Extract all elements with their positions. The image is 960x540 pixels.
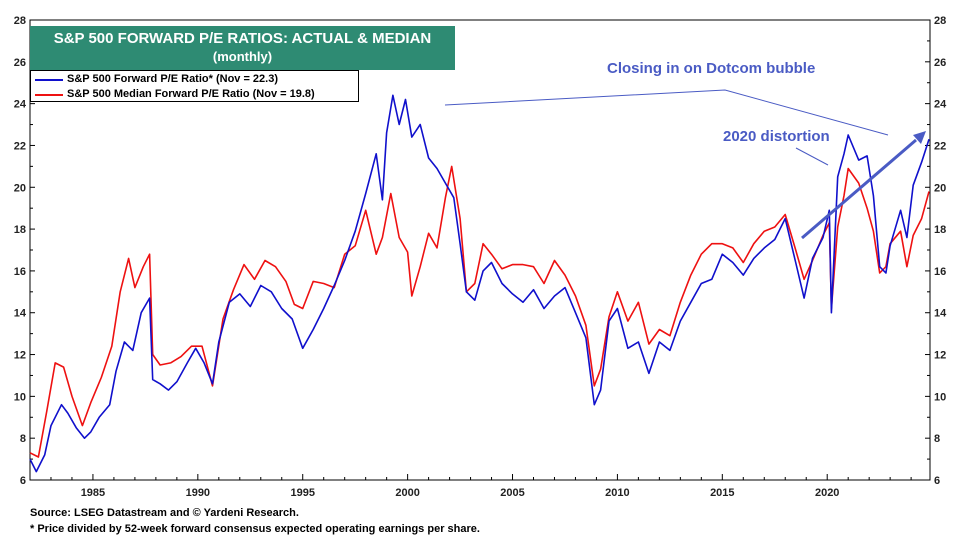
y-tick-label-right: 20 <box>934 182 946 194</box>
legend-item-actual: S&P 500 Forward P/E Ratio* (Nov = 22.3) <box>31 72 358 86</box>
series-group <box>29 94 930 473</box>
footer-note: * Price divided by 52-week forward conse… <box>30 523 480 535</box>
y-tick-label-left: 12 <box>14 350 26 362</box>
left-axis: 6 8 10 12 14 16 18 20 22 24 26 28 <box>14 15 35 487</box>
y-tick-label-right: 8 <box>934 433 940 445</box>
x-tick-label: 2000 <box>395 487 419 499</box>
x-tick-label: 2010 <box>605 487 629 499</box>
footer-source: Source: LSEG Datastream and © Yardeni Re… <box>30 507 299 519</box>
x-tick-label: 2005 <box>500 487 524 499</box>
legend: S&P 500 Forward P/E Ratio* (Nov = 22.3) … <box>30 70 359 102</box>
x-tick-label: 1985 <box>81 487 105 499</box>
y-tick-label-left: 14 <box>14 308 27 320</box>
y-tick-label-left: 8 <box>20 433 26 445</box>
annotation-distortion-leader <box>795 147 829 166</box>
annotation-2020-distortion: 2020 distortion <box>723 128 830 145</box>
chart-title-line1: S&P 500 FORWARD P/E RATIOS: ACTUAL & MED… <box>53 30 432 47</box>
series-actual-line <box>29 94 930 473</box>
y-tick-label-right: 26 <box>934 57 946 69</box>
y-tick-label-left: 24 <box>14 99 27 111</box>
trend-arrow-shaft <box>801 138 917 240</box>
x-tick-label: 1990 <box>186 487 210 499</box>
legend-item-median: S&P 500 Median Forward P/E Ratio (Nov = … <box>31 87 358 101</box>
y-tick-label-right: 10 <box>934 391 946 403</box>
legend-swatch-median <box>35 94 63 96</box>
annotation-dotcom: Closing in on Dotcom bubble <box>607 60 816 77</box>
y-tick-label-left: 18 <box>14 224 26 236</box>
x-axis: 1985 1990 1995 2000 2005 2010 2015 2020 <box>50 474 912 499</box>
annotation-arrows <box>444 89 926 240</box>
y-tick-label-left: 16 <box>14 266 26 278</box>
y-tick-label-left: 20 <box>14 182 26 194</box>
legend-label-median: S&P 500 Median Forward P/E Ratio (Nov = … <box>67 88 315 100</box>
right-axis: 6 8 10 12 14 16 18 20 22 24 26 28 <box>925 15 947 487</box>
legend-swatch-actual <box>35 79 63 81</box>
y-tick-label-right: 28 <box>934 15 946 27</box>
x-tick-label: 2020 <box>815 487 839 499</box>
y-tick-label-left: 28 <box>14 15 26 27</box>
y-tick-label-right: 16 <box>934 266 946 278</box>
chart-title-line2: (monthly) <box>212 49 273 64</box>
chart-title: S&P 500 FORWARD P/E RATIOS: ACTUAL & MED… <box>30 26 455 70</box>
x-tick-label: 1995 <box>290 487 314 499</box>
y-tick-label-right: 22 <box>934 140 946 152</box>
y-tick-label-right: 6 <box>934 475 940 487</box>
legend-label-actual: S&P 500 Forward P/E Ratio* (Nov = 22.3) <box>67 73 279 85</box>
y-tick-label-left: 26 <box>14 57 26 69</box>
y-tick-label-right: 24 <box>934 99 947 111</box>
y-tick-label-right: 12 <box>934 350 946 362</box>
y-tick-label-right: 18 <box>934 224 946 236</box>
y-tick-label-left: 10 <box>14 391 26 403</box>
x-tick-label: 2015 <box>710 487 734 499</box>
trend-arrow-head <box>913 131 926 144</box>
y-tick-label-left: 22 <box>14 140 26 152</box>
annotation-dotcom-leader <box>444 89 889 136</box>
y-tick-label-right: 14 <box>934 308 947 320</box>
y-tick-label-left: 6 <box>20 475 26 487</box>
